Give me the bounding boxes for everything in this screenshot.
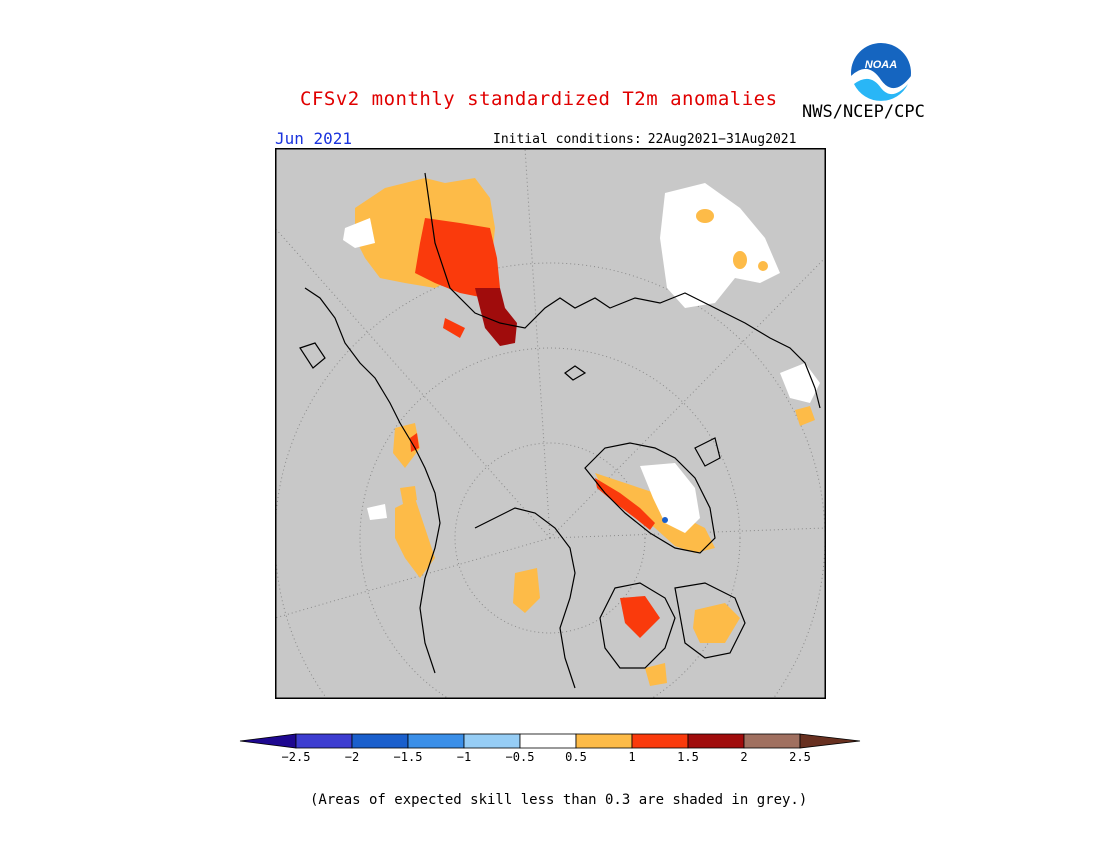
- yukon-warm-patch: [393, 423, 420, 468]
- legend-tick: 1: [628, 750, 636, 764]
- legend-swatch-m1-m05: [463, 733, 521, 749]
- map-frame: [274, 147, 827, 700]
- europe-warm-spot-1: [696, 209, 714, 223]
- noaa-logo: NOAA: [848, 40, 914, 106]
- canada-red-patch: [620, 596, 660, 638]
- legend-swatch-m25-m2: [295, 733, 353, 749]
- coastlines: [299, 172, 821, 689]
- legend-arrow-low: [239, 733, 297, 749]
- scandinavia-white-patch: [780, 363, 820, 403]
- legend-tick: −1.5: [393, 750, 423, 764]
- forecast-month: Jun 2021: [275, 129, 353, 148]
- europe-warm-spot-3: [758, 261, 768, 271]
- siberia-coast-red: [443, 318, 465, 338]
- ic-range: 22Aug2021−31Aug2021: [647, 132, 797, 147]
- siberia-anomalies: [343, 178, 740, 686]
- mideast-warm-patch: [795, 406, 815, 426]
- arctic-warm-patch: [513, 568, 540, 613]
- greenland-anomalies: [595, 463, 715, 553]
- siberia-very-hot-patch: [475, 288, 517, 346]
- alaska-warm-patch: [395, 498, 435, 578]
- map-title: CFSv2 monthly standardized T2m anomalies: [300, 88, 778, 110]
- alaska-warm-patch-2: [400, 486, 417, 504]
- skill-footnote: (Areas of expected skill less than 0.3 a…: [310, 792, 808, 808]
- legend-tick: 2.5: [789, 750, 811, 764]
- greenland-red-band: [595, 478, 655, 530]
- siberia-white-patch: [343, 218, 375, 248]
- agency-label: NWS/NCEP/CPC: [802, 102, 925, 122]
- legend-tick: −1: [456, 750, 472, 764]
- legend-ticks: −2.5 −2 −1.5 −1 −0.5 0.5 1 1.5 2 2.5: [0, 750, 1100, 770]
- europe-warm-spot-2: [733, 251, 747, 269]
- legend-tick: −0.5: [505, 750, 535, 764]
- initial-conditions: Initial conditions: 22Aug2021−31Aug2021: [493, 132, 802, 147]
- legend-swatch-m2-m15: [351, 733, 409, 749]
- ic-label: Initial conditions:: [493, 132, 642, 147]
- legend-swatch-15-2: [687, 733, 745, 749]
- legend-tick: 1.5: [677, 750, 699, 764]
- legend-arrow-high: [799, 733, 861, 749]
- europe-white-patch: [660, 183, 780, 308]
- legend-swatch-m05-05: [519, 733, 577, 749]
- legend-tick: −2.5: [281, 750, 311, 764]
- legend-tick: −2: [344, 750, 360, 764]
- legend-tick: 2: [740, 750, 748, 764]
- greenland-white-interior: [640, 463, 700, 533]
- yukon-red-patch: [410, 433, 419, 452]
- legend-tick: 0.5: [565, 750, 587, 764]
- color-legend-bar: [236, 730, 864, 758]
- hudson-warm-patch: [693, 603, 740, 643]
- siberia-hot-patch: [415, 218, 500, 298]
- greenland-cold-spot: [662, 517, 668, 523]
- polar-anomaly-map: [274, 147, 827, 814]
- legend-swatch-m15-m1: [407, 733, 465, 749]
- alaska-white-patch: [367, 504, 387, 520]
- legend-swatch-1-15: [631, 733, 689, 749]
- canada-south-warm-patch: [645, 663, 667, 686]
- legend-swatch-05-1: [575, 733, 633, 749]
- europe-anomalies: [660, 183, 820, 426]
- legend-swatch-2-25: [743, 733, 801, 749]
- svg-text:NOAA: NOAA: [865, 59, 897, 71]
